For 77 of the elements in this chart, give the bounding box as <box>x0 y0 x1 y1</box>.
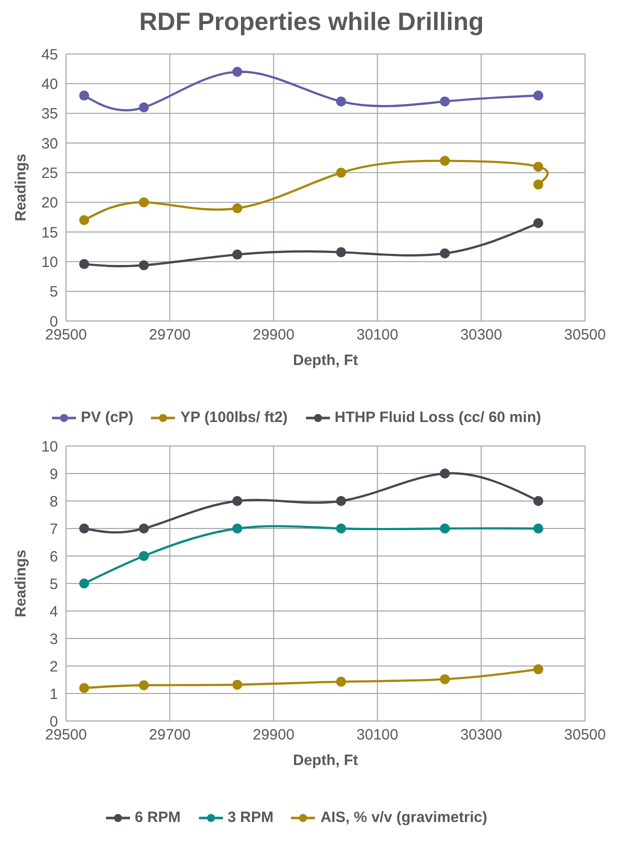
point <box>138 260 149 270</box>
y-tick-label: 3 <box>50 630 58 648</box>
chart-title: RDF Properties while Drilling <box>138 8 485 38</box>
point <box>79 259 90 270</box>
point <box>232 66 242 77</box>
point <box>232 524 242 534</box>
y-tick-label: 6 <box>50 548 58 566</box>
legend-label: HTHP Fluid Loss (cc/ 60 min) <box>334 409 542 426</box>
y-tick-label: 8 <box>50 493 58 510</box>
y-axis-title: Readings <box>12 550 30 618</box>
point <box>336 247 346 258</box>
point <box>336 96 346 106</box>
point <box>336 524 346 534</box>
point <box>232 680 242 690</box>
y-tick-label: 25 <box>41 164 58 182</box>
x-axis-title: Depth, Ft <box>293 352 358 369</box>
point <box>533 90 544 101</box>
legend-label: 3 RPM <box>228 809 274 826</box>
point <box>138 524 149 534</box>
legend-label: PV (cP) <box>80 409 134 426</box>
point <box>79 578 90 588</box>
point <box>232 250 242 260</box>
y-tick-label: 40 <box>41 76 58 93</box>
point <box>79 683 90 693</box>
point <box>79 524 90 534</box>
point <box>533 162 544 172</box>
point <box>440 156 450 166</box>
point <box>533 180 544 190</box>
legend-label: YP (100lbs/ ft2) <box>180 409 288 426</box>
point <box>336 168 346 178</box>
y-tick-label: 15 <box>41 224 58 242</box>
point <box>440 248 450 258</box>
x-tick-label: 30500 <box>564 726 606 744</box>
point <box>440 674 450 684</box>
point <box>232 203 242 214</box>
point <box>533 524 544 534</box>
y-tick-label: 5 <box>50 576 58 593</box>
x-tick-label: 30300 <box>460 326 502 344</box>
y-tick-label: 7 <box>50 520 58 538</box>
y-tick-label: 9 <box>50 466 58 483</box>
point <box>138 551 149 561</box>
y-tick-label: 1 <box>50 686 58 703</box>
point <box>440 524 450 534</box>
point <box>533 664 544 674</box>
y-tick-label: 4 <box>50 603 58 620</box>
y-tick-label: 20 <box>41 194 58 212</box>
y-axis-title: Readings <box>12 154 30 222</box>
point <box>533 496 544 506</box>
point <box>138 680 149 690</box>
y-tick-label: 10 <box>41 254 58 271</box>
y-tick-label: 45 <box>41 46 58 64</box>
y-tick-label: 2 <box>50 658 58 676</box>
x-axis-title: Depth, Ft <box>293 752 358 769</box>
point <box>440 468 450 478</box>
point <box>138 197 149 208</box>
y-tick-label: 30 <box>41 135 58 152</box>
point <box>232 496 242 506</box>
x-tick-label: 29700 <box>148 726 191 744</box>
y-tick-label: 5 <box>50 284 58 301</box>
x-tick-label: 30100 <box>356 326 398 344</box>
point <box>79 90 90 101</box>
y-tick-label: 35 <box>41 106 58 123</box>
x-tick-label: 30300 <box>460 726 502 744</box>
point <box>79 215 90 226</box>
x-tick-label: 29900 <box>252 326 294 344</box>
legend-label: 6 RPM <box>134 809 181 826</box>
legend-label: AIS, % v/v (gravimetric) <box>320 809 488 826</box>
point <box>336 676 346 687</box>
y-tick-label: 10 <box>41 438 58 456</box>
point <box>440 96 450 106</box>
point <box>138 102 149 112</box>
x-tick-label: 30500 <box>564 326 606 344</box>
point <box>533 218 544 228</box>
x-tick-label: 29700 <box>148 326 191 344</box>
x-tick-label: 29900 <box>252 726 294 744</box>
point <box>336 496 346 506</box>
x-tick-label: 30100 <box>356 726 398 744</box>
